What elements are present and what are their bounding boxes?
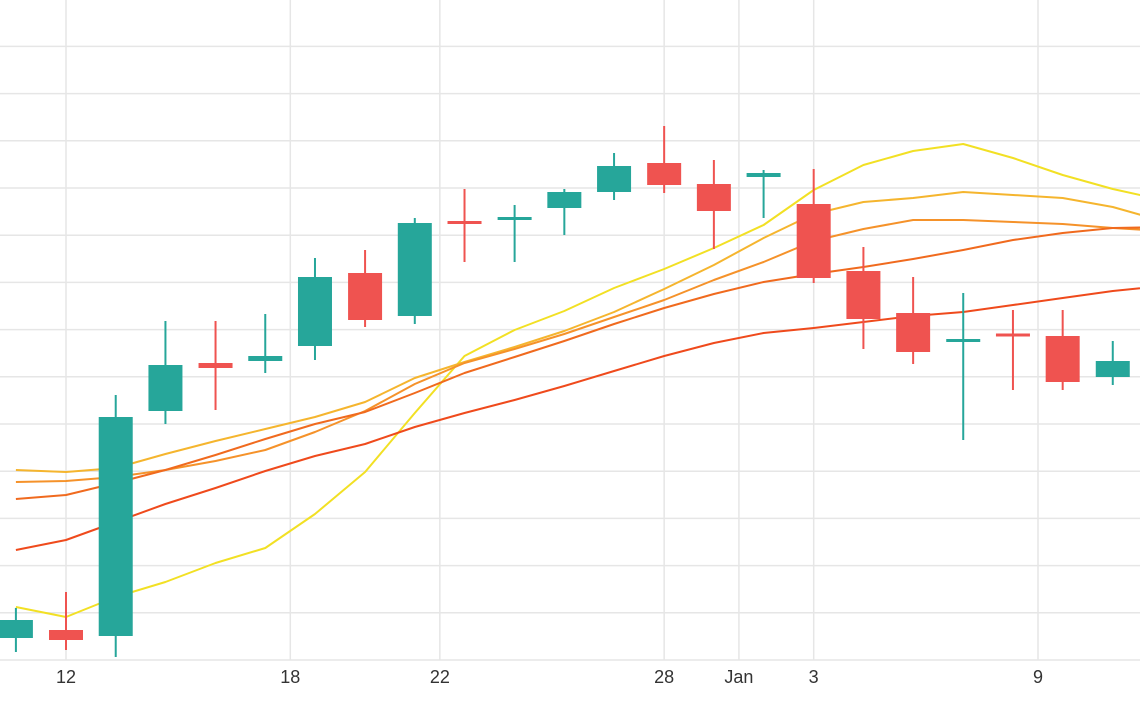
- candle-body: [0, 620, 33, 638]
- candle-body: [447, 221, 482, 224]
- candle: [1095, 341, 1130, 385]
- x-tick-label: 3: [809, 667, 819, 687]
- candle: [447, 189, 482, 262]
- horizontal-gridlines: [0, 45, 1140, 661]
- x-tick-label: 28: [654, 667, 674, 687]
- candle-body: [497, 217, 532, 220]
- candle-body: [746, 173, 781, 177]
- candle-body: [98, 417, 133, 636]
- candle: [348, 250, 383, 327]
- moving-average-line-2: [15, 191, 1140, 473]
- candle: [896, 277, 931, 364]
- candle: [647, 126, 682, 193]
- candle-body: [846, 271, 881, 319]
- candle: [49, 592, 83, 650]
- candle: [696, 160, 731, 249]
- moving-average-line-5: [15, 287, 1140, 551]
- candle: [248, 314, 283, 373]
- candle: [98, 395, 133, 657]
- candle-body: [896, 313, 931, 352]
- moving-average-line-4: [15, 226, 1140, 500]
- candle: [846, 247, 881, 349]
- moving-average-line-1: [15, 143, 1140, 618]
- x-tick-label: 22: [430, 667, 450, 687]
- candle: [0, 608, 33, 652]
- candle: [1045, 310, 1080, 390]
- x-axis-ticks: 12 18 22 28 Jan 3 9: [56, 667, 1043, 687]
- candle-body: [148, 365, 183, 411]
- candle-body: [1045, 336, 1080, 382]
- candle: [946, 293, 981, 440]
- candle-body: [49, 630, 83, 640]
- candle: [597, 153, 632, 200]
- candle: [995, 310, 1030, 390]
- candles: [0, 126, 1130, 657]
- candle: [497, 205, 532, 262]
- candle-body: [547, 192, 582, 208]
- candle: [746, 170, 781, 218]
- x-tick-label: Jan: [724, 667, 753, 687]
- x-tick-label: 9: [1033, 667, 1043, 687]
- candle-body: [348, 273, 383, 320]
- x-tick-label: 12: [56, 667, 76, 687]
- candle-body: [1095, 361, 1130, 377]
- candle-body: [946, 339, 981, 342]
- candle-body: [796, 204, 831, 278]
- candle-body: [995, 333, 1030, 337]
- x-tick-label: 18: [280, 667, 300, 687]
- candle: [198, 321, 233, 410]
- candle-body: [397, 223, 432, 316]
- candle-body: [696, 184, 731, 211]
- moving-average-line-3: [15, 219, 1140, 483]
- candle: [148, 321, 183, 424]
- candle-body: [198, 363, 233, 368]
- candle-body: [297, 277, 332, 346]
- moving-average-lines: [15, 143, 1140, 618]
- candle: [297, 258, 332, 360]
- candle-body: [597, 166, 632, 192]
- candle-body: [248, 356, 283, 361]
- candle: [547, 189, 582, 235]
- candle: [397, 218, 432, 324]
- candle: [796, 169, 831, 283]
- vertical-gridlines: [65, 0, 1039, 660]
- candle-body: [647, 163, 682, 185]
